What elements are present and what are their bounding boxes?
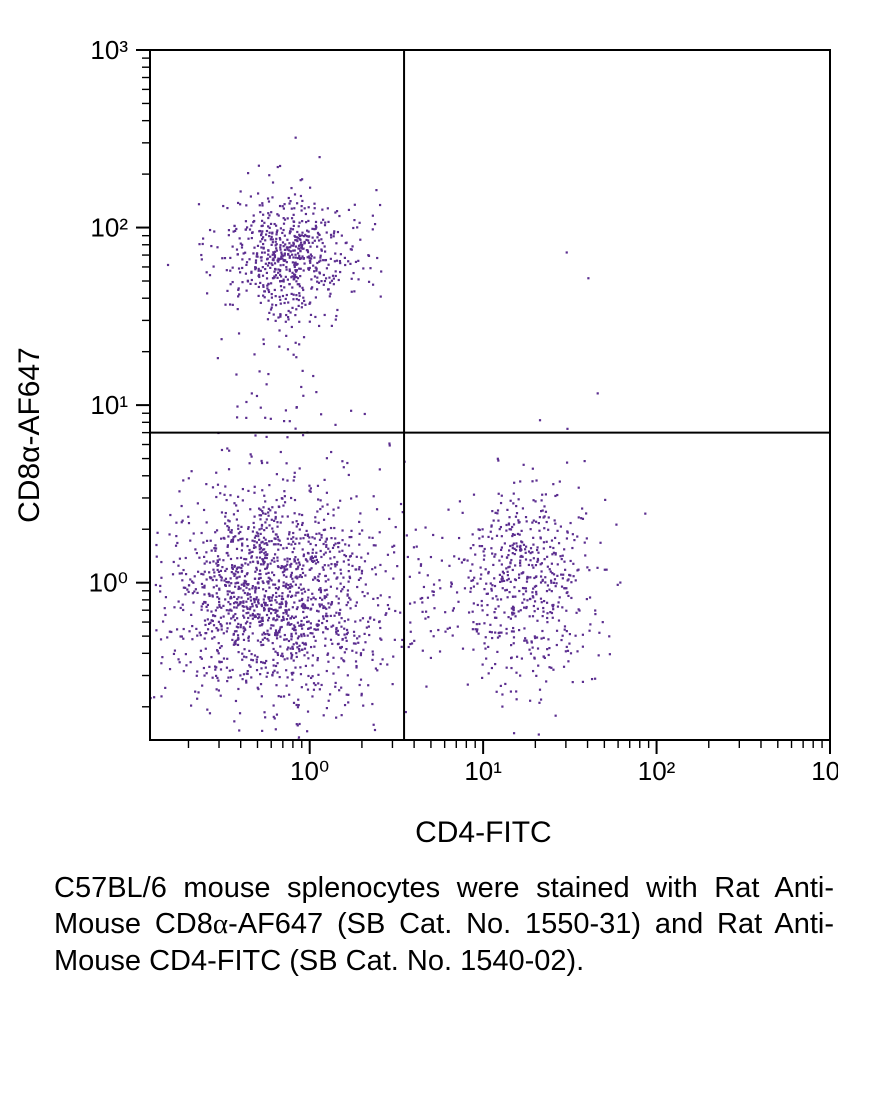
svg-text:10³: 10³: [90, 35, 128, 65]
svg-text:10¹: 10¹: [464, 756, 502, 786]
scatter-svg: 10⁰ 10¹ 10² 10³ 10⁰ 10¹ 10² 10³: [50, 30, 838, 840]
flow-cytometry-scatter: 10⁰10¹10²10³10⁰10¹10²10³ CD8α-AF647 CD4-…: [50, 30, 838, 840]
svg-text:10²: 10²: [638, 756, 676, 786]
caption-part-1: α: [213, 908, 228, 940]
x-axis-label: CD4-FITC: [415, 816, 552, 850]
figure-caption: C57BL/6 mouse splenocytes were stained w…: [50, 870, 838, 979]
svg-text:10³: 10³: [811, 756, 838, 786]
svg-text:10⁰: 10⁰: [89, 568, 128, 598]
svg-text:10⁰: 10⁰: [290, 756, 329, 786]
svg-text:10¹: 10¹: [90, 390, 128, 420]
svg-text:10²: 10²: [90, 213, 128, 243]
y-axis-label: CD8α-AF647: [13, 347, 47, 523]
